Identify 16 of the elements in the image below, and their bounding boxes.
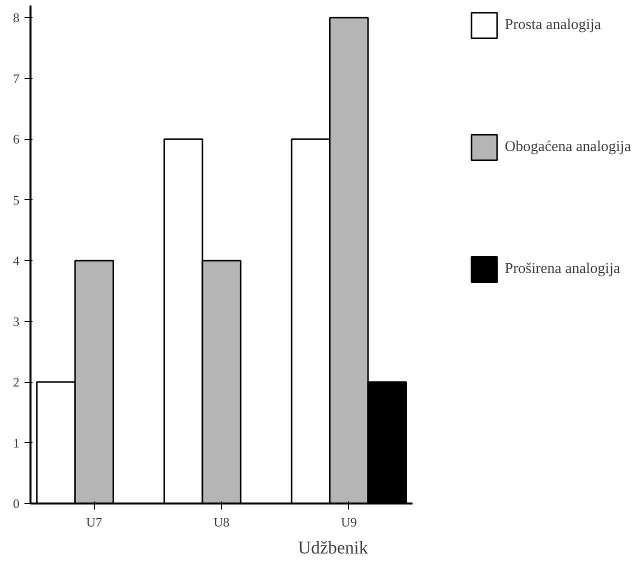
x-tick-label: U7 <box>86 514 103 530</box>
y-tick-label: 7 <box>13 70 20 86</box>
y-tick-label: 8 <box>13 10 20 26</box>
y-tick-label: 6 <box>13 132 20 147</box>
x-tick-label: U9 <box>340 514 357 530</box>
x-axis-title: Udžbenik <box>298 538 368 558</box>
legend-label: Proširena analogija <box>504 260 620 278</box>
y-tick-label: 5 <box>13 192 20 208</box>
y-tick-label: 2 <box>13 374 20 390</box>
y-tick-label: 4 <box>13 253 20 268</box>
y-tick-label: 0 <box>13 496 20 511</box>
y-tick-label: 1 <box>13 435 20 450</box>
legend-label: Prosta analogija <box>504 16 602 34</box>
x-tick-label: U8 <box>214 514 230 530</box>
legend-label: Obogaćena analogija <box>504 138 631 156</box>
y-tick-label: 3 <box>13 314 20 329</box>
